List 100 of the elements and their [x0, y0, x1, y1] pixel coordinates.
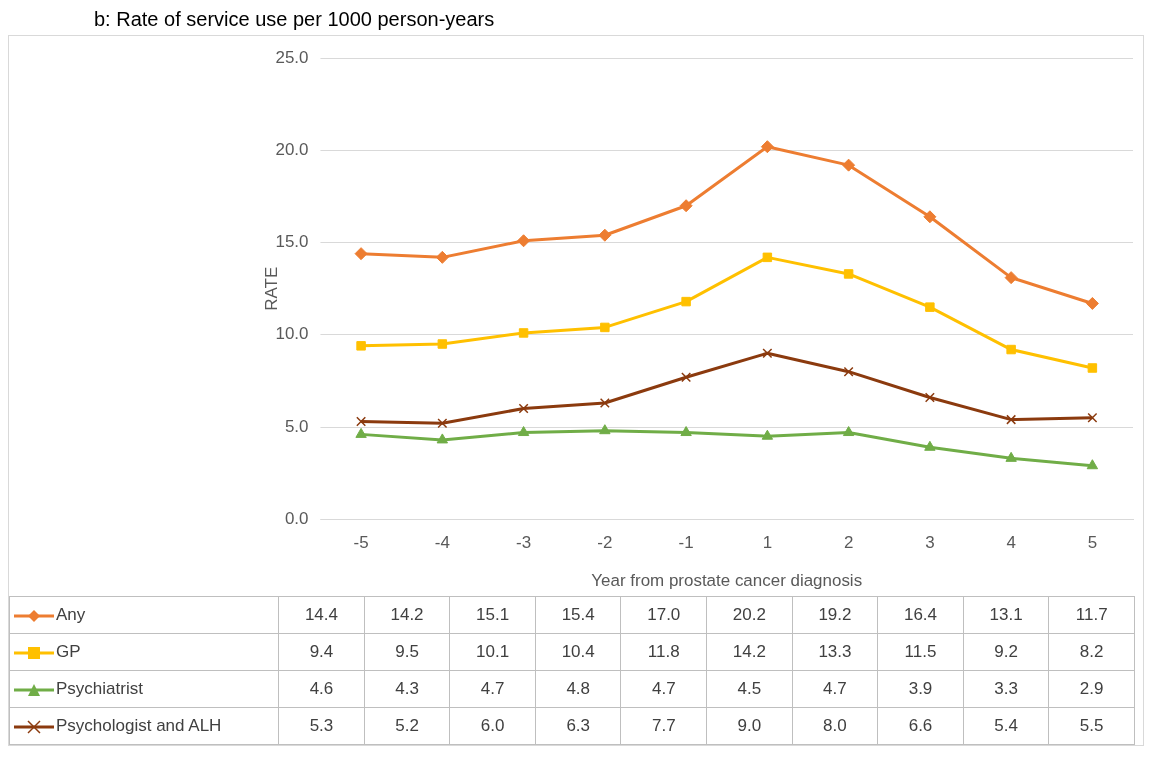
- y-tick-label: 20.0: [275, 140, 309, 160]
- point: [518, 328, 529, 338]
- data-label: 20.2: [706, 596, 793, 634]
- data-label: 4.7: [449, 670, 536, 708]
- point: [843, 366, 854, 377]
- point: [517, 234, 531, 248]
- point: [1006, 344, 1016, 355]
- x-tick-label: 5: [1087, 533, 1098, 553]
- data-label: 14.4: [278, 596, 365, 634]
- data-label: 3.9: [877, 670, 964, 708]
- data-label: 9.5: [364, 633, 450, 671]
- data-label: 6.3: [535, 707, 621, 745]
- data-label: 4.7: [620, 670, 707, 708]
- data-label: 9.4: [278, 633, 365, 671]
- x-tick-label: -3: [516, 533, 532, 553]
- y-tick-label: 25.0: [275, 47, 309, 67]
- point: [1087, 363, 1098, 373]
- point: [437, 418, 448, 429]
- y-tick-label: 0.0: [284, 508, 309, 528]
- data-label: 17.0: [620, 596, 707, 634]
- data-label: 14.2: [364, 596, 450, 634]
- y-axis-title: RATE: [262, 266, 282, 311]
- data-label: 4.5: [706, 670, 793, 708]
- y-tick-label: 15.0: [275, 232, 309, 252]
- data-label: 14.2: [706, 633, 793, 671]
- point: [1086, 459, 1099, 470]
- data-label: 7.7: [620, 707, 707, 745]
- data-label: 8.2: [1048, 633, 1135, 671]
- legend-label: Psychiatrist: [56, 679, 143, 698]
- y-tick-label: 10.0: [275, 324, 309, 344]
- point: [924, 440, 936, 451]
- point: [356, 416, 367, 427]
- legend-label: GP: [56, 642, 81, 661]
- point: [760, 140, 774, 154]
- data-label: 4.7: [792, 670, 878, 708]
- point: [1005, 451, 1017, 462]
- data-label: 2.9: [1048, 670, 1135, 708]
- point: [436, 433, 449, 444]
- data-label: 10.4: [535, 633, 621, 671]
- data-label: 8.0: [792, 707, 878, 745]
- point: [1004, 271, 1018, 285]
- point: [924, 392, 935, 403]
- point: [762, 252, 773, 263]
- chart-title: b: Rate of service use per 1000 person-years: [93, 8, 496, 31]
- point: [762, 348, 773, 359]
- point: [842, 158, 856, 172]
- data-label: 3.3: [963, 670, 1049, 708]
- data-label: 9.2: [963, 633, 1049, 671]
- x-tick-label: 2: [843, 533, 854, 553]
- x-tick-label: -1: [678, 533, 694, 553]
- data-label: 15.1: [449, 596, 536, 634]
- point: [681, 372, 692, 383]
- point: [356, 341, 366, 351]
- x-tick-label: -2: [597, 533, 613, 553]
- point: [842, 426, 855, 437]
- point: [599, 424, 611, 435]
- point: [437, 339, 448, 349]
- x-tick-label: 4: [1006, 533, 1016, 553]
- point: [518, 403, 529, 414]
- point: [843, 269, 854, 279]
- point: [1087, 412, 1098, 423]
- data-label: 5.2: [364, 707, 450, 745]
- point: [925, 302, 935, 312]
- point: [923, 210, 937, 224]
- point: [1085, 296, 1099, 310]
- point: [679, 199, 693, 213]
- point: [680, 426, 692, 437]
- point: [354, 247, 368, 261]
- data-label: 13.1: [963, 596, 1049, 634]
- x-tick-label: -5: [353, 533, 369, 553]
- data-label: 4.3: [364, 670, 450, 708]
- data-label: 11.8: [620, 633, 707, 671]
- data-label: 13.3: [792, 633, 878, 671]
- data-label: 11.5: [877, 633, 964, 671]
- data-label: 4.6: [278, 670, 365, 708]
- data-label: 19.2: [792, 596, 878, 634]
- point: [599, 398, 610, 409]
- data-label: 5.3: [278, 707, 365, 745]
- data-label: 5.4: [963, 707, 1049, 745]
- data-label: 16.4: [877, 596, 964, 634]
- x-tick-label: -4: [434, 533, 450, 553]
- y-tick-label: 5.0: [284, 416, 309, 436]
- legend-label: Psychologist and ALH: [56, 716, 222, 735]
- point: [435, 250, 449, 264]
- point: [355, 427, 367, 438]
- x-tick-label: 3: [925, 533, 935, 553]
- data-label: 5.5: [1048, 707, 1135, 745]
- data-label: 9.0: [706, 707, 793, 745]
- point: [1006, 414, 1017, 425]
- data-label: 6.6: [877, 707, 964, 745]
- data-label: 11.7: [1048, 596, 1135, 634]
- data-label: 10.1: [449, 633, 536, 671]
- data-label: 6.0: [449, 707, 536, 745]
- point: [600, 322, 610, 333]
- x-axis-title: Year from prostate cancer diagnosis: [591, 571, 863, 591]
- point: [681, 296, 691, 307]
- point: [598, 228, 612, 242]
- x-tick-label: 1: [762, 533, 773, 553]
- legend-label: Any: [56, 605, 86, 624]
- point: [761, 429, 774, 440]
